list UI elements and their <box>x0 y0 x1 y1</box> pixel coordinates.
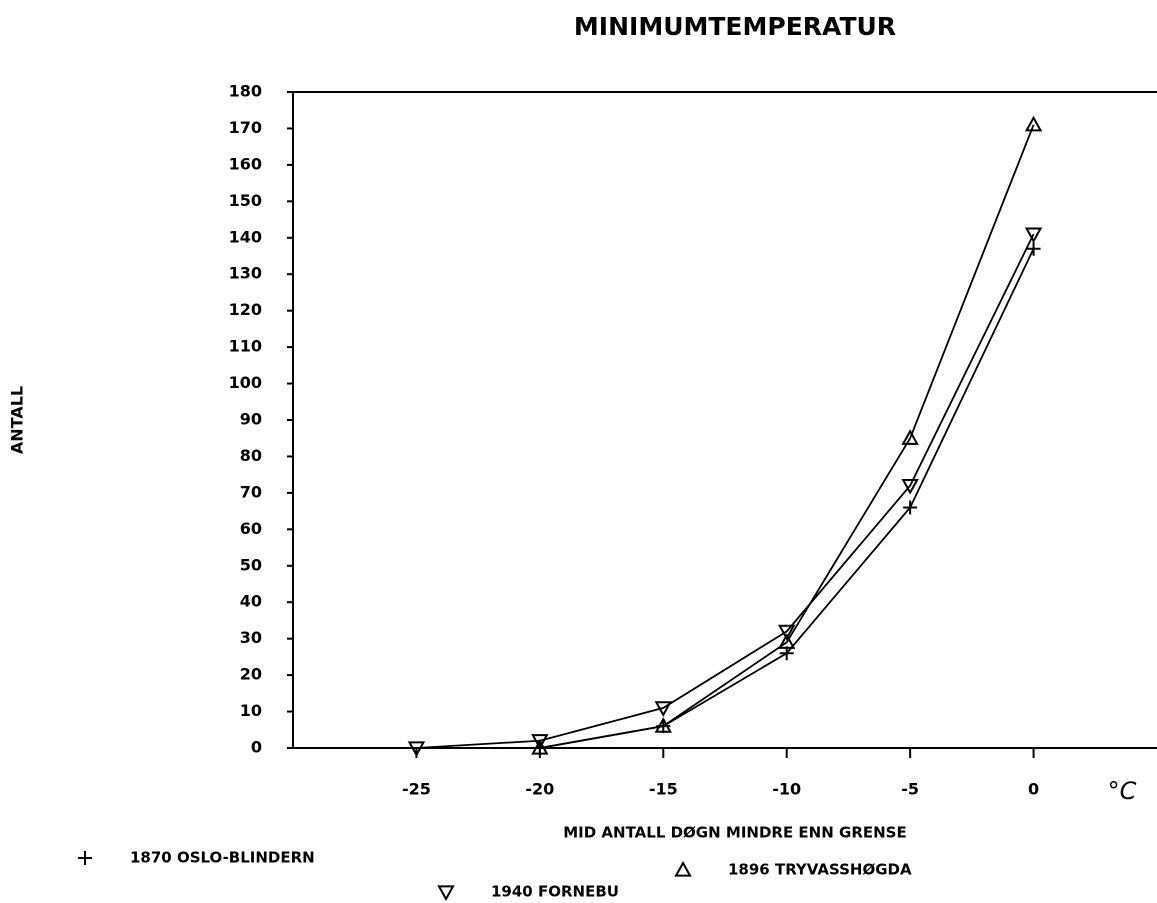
y-tick-label: 80 <box>240 446 262 465</box>
y-tick-label: 0 <box>251 738 262 757</box>
chart-title: MINIMUMTEMPERATUR <box>574 12 896 41</box>
y-tick-label: 160 <box>229 154 262 173</box>
y-tick-label: 10 <box>240 701 262 720</box>
legend-marker <box>437 885 455 902</box>
axis-frame <box>292 91 1157 749</box>
x-tick-label: 0 <box>1028 780 1039 799</box>
y-tick-label: 170 <box>229 118 262 137</box>
y-tick-label: 150 <box>229 191 262 210</box>
data-point <box>531 734 549 750</box>
data-point <box>1024 115 1043 132</box>
data-point <box>654 701 672 717</box>
legend-marker <box>78 851 92 865</box>
data-point <box>903 500 918 515</box>
x-axis-label: MID ANTALL DØGN MINDRE ENN GRENSE <box>563 824 906 842</box>
data-point <box>1024 227 1043 244</box>
legend-label: 1940 FORNEBU <box>491 883 619 901</box>
series-line <box>539 248 1035 749</box>
y-tick-label: 30 <box>240 628 262 647</box>
data-point <box>654 717 672 733</box>
y-tick-label: 50 <box>240 555 262 574</box>
x-tick-label: -25 <box>402 780 431 799</box>
data-point <box>901 429 919 445</box>
x-tick-label: -10 <box>772 780 801 799</box>
y-tick-label: 130 <box>229 264 262 283</box>
y-tick-label: 90 <box>240 410 262 429</box>
data-point <box>778 624 796 641</box>
x-tick-label: -20 <box>525 780 554 799</box>
data-point <box>531 738 549 755</box>
data-point <box>407 741 426 758</box>
series-line <box>416 233 1035 749</box>
y-tick-label: 70 <box>240 482 262 501</box>
y-tick-label: 120 <box>229 300 262 319</box>
unit-label: °C <box>1108 777 1137 805</box>
x-tick-label: -5 <box>901 780 919 799</box>
data-point <box>1026 241 1041 256</box>
series-line <box>539 124 1035 749</box>
y-tick-label: 100 <box>229 373 262 392</box>
y-tick-label: 140 <box>229 227 262 246</box>
y-tick-label: 180 <box>229 82 262 101</box>
legend-label: 1870 OSLO-BLINDERN <box>130 849 315 867</box>
legend-label: 1896 TRYVASSHØGDA <box>728 861 912 879</box>
legend-marker <box>674 860 692 877</box>
data-point <box>778 633 796 649</box>
y-tick-label: 20 <box>240 665 262 684</box>
y-tick-label: 110 <box>229 337 262 356</box>
y-tick-label: 60 <box>240 519 262 538</box>
x-tick-label: -15 <box>649 780 678 799</box>
y-tick-label: 40 <box>240 592 262 611</box>
data-point <box>901 479 919 495</box>
y-axis-label: ANTALL <box>8 386 27 454</box>
